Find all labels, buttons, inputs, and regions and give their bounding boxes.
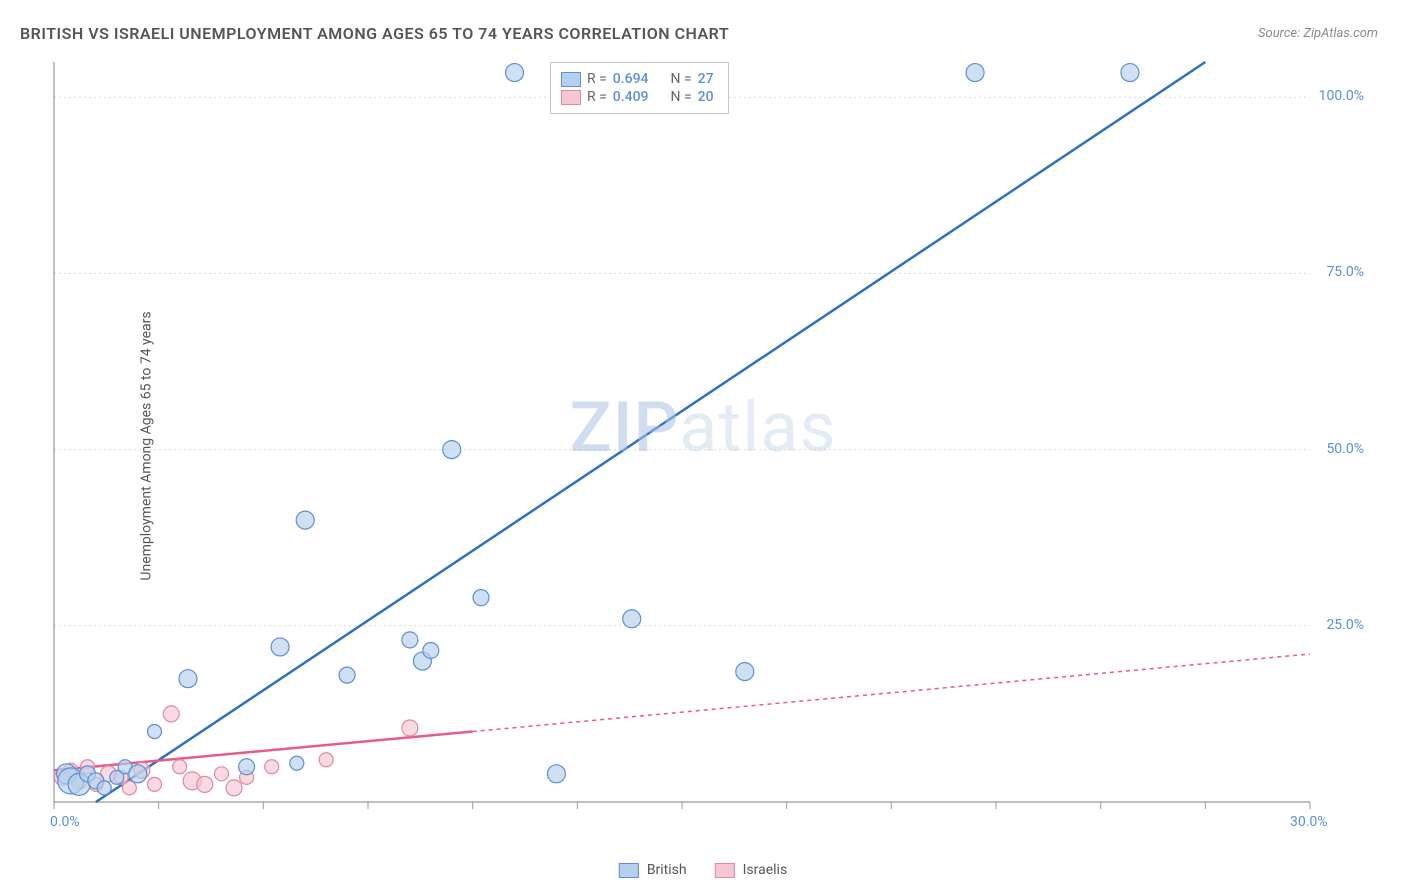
y-tick-label: 100.0% (1319, 88, 1364, 104)
y-tick-label: 25.0% (1326, 617, 1364, 633)
legend-r-value: 0.694 (613, 71, 649, 87)
bottom-legend-item: British (619, 862, 687, 878)
legend-swatch (561, 90, 581, 105)
legend-n-label: N = (671, 71, 692, 87)
plot-area: 25.0% 50.0% 75.0% 100.0% 0.0% 30.0% (50, 56, 1370, 846)
legend-n-value: 27 (698, 71, 714, 87)
legend-row: R = 0.409 N = 20 (561, 89, 714, 105)
legend-r-value: 0.409 (613, 89, 649, 105)
legend-swatch (715, 863, 735, 878)
bottom-legend-label: British (647, 862, 687, 878)
legend-n-value: 20 (698, 89, 714, 105)
legend-swatch (561, 72, 581, 87)
bottom-legend: British Israelis (619, 862, 787, 878)
legend-swatch (619, 863, 639, 878)
source-credit: Source: ZipAtlas.com (1258, 26, 1378, 41)
y-tick-label: 75.0% (1326, 264, 1364, 280)
chart-container: BRITISH VS ISRAELI UNEMPLOYMENT AMONG AG… (0, 0, 1406, 892)
legend-n-label: N = (671, 89, 692, 105)
x-tick-label: 30.0% (1290, 814, 1328, 830)
chart-title: BRITISH VS ISRAELI UNEMPLOYMENT AMONG AG… (20, 24, 729, 43)
x-tick-label: 0.0% (50, 814, 80, 830)
bottom-legend-item: Israelis (715, 862, 788, 878)
bottom-legend-label: Israelis (743, 862, 788, 878)
chart-svg (50, 56, 1370, 846)
stats-legend: R = 0.694 N = 27 R = 0.409 N = 20 (550, 62, 729, 114)
legend-r-label: R = (587, 71, 607, 87)
legend-row: R = 0.694 N = 27 (561, 71, 714, 87)
y-tick-label: 50.0% (1326, 441, 1364, 457)
legend-r-label: R = (587, 89, 607, 105)
